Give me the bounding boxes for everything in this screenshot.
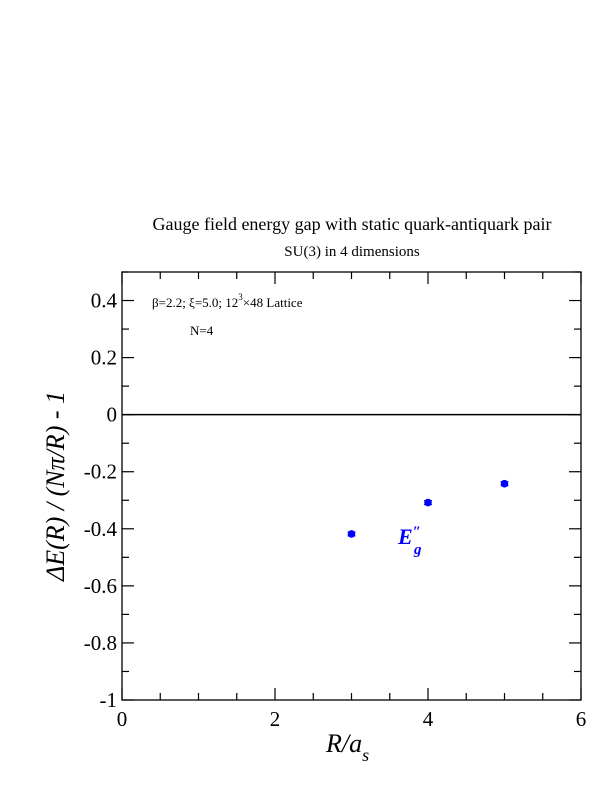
x-tick-label: 0 — [117, 707, 128, 731]
chart-subtitle: SU(3) in 4 dimensions — [284, 244, 420, 260]
y-tick-label: -0.8 — [84, 631, 117, 655]
x-tick-label: 6 — [576, 707, 587, 731]
x-tick-label: 2 — [270, 707, 281, 731]
data-point — [424, 498, 432, 507]
x-tick-label: 4 — [423, 707, 434, 731]
series-label: E″ g — [397, 524, 422, 558]
y-axis-label: ΔE(R) / (Nπ/R) - 1 — [41, 391, 70, 582]
y-tick-label: 0.4 — [91, 289, 118, 313]
x-axis-ticks: 0 2 4 6 — [117, 272, 587, 731]
data-point — [347, 530, 356, 538]
y-tick-label: -0.2 — [84, 460, 117, 484]
chart-title: Gauge field energy gap with static quark… — [152, 214, 551, 234]
data-point — [500, 479, 509, 488]
y-tick-label: -1 — [100, 688, 118, 712]
y-tick-label: 0 — [107, 403, 118, 427]
annotation-n: N=4 — [190, 323, 214, 338]
x-axis-label: R/as — [325, 729, 369, 765]
annotation-params: β=2.2; ξ=5.0; 123×48 Lattice — [152, 292, 303, 310]
y-axis-ticks: -1 -0.8 -0.6 -0.4 -0.2 0 0.2 0.4 — [84, 271, 581, 712]
y-tick-label: 0.2 — [91, 346, 117, 370]
data-points — [347, 479, 509, 538]
y-tick-label: -0.6 — [84, 574, 117, 598]
y-tick-label: -0.4 — [84, 517, 118, 541]
